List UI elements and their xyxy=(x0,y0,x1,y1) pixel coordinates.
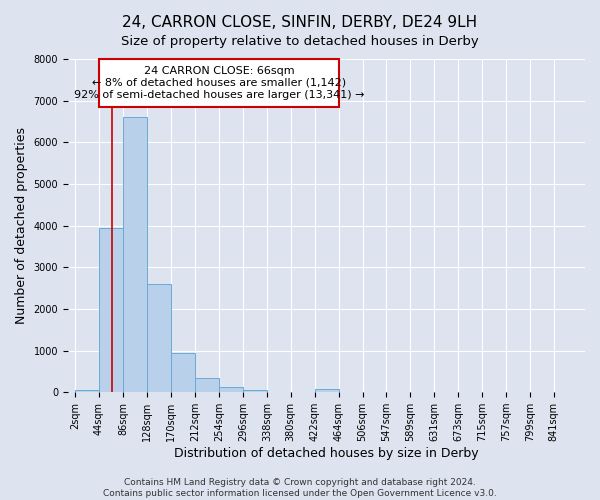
Bar xyxy=(315,389,339,392)
Bar xyxy=(123,118,147,392)
FancyBboxPatch shape xyxy=(99,59,339,107)
Text: Size of property relative to detached houses in Derby: Size of property relative to detached ho… xyxy=(121,35,479,48)
Bar xyxy=(99,228,123,392)
Bar xyxy=(75,390,99,392)
Text: 24 CARRON CLOSE: 66sqm
← 8% of detached houses are smaller (1,142)
92% of semi-d: 24 CARRON CLOSE: 66sqm ← 8% of detached … xyxy=(74,66,364,100)
Y-axis label: Number of detached properties: Number of detached properties xyxy=(15,127,28,324)
Bar xyxy=(195,378,219,392)
Text: Contains HM Land Registry data © Crown copyright and database right 2024.
Contai: Contains HM Land Registry data © Crown c… xyxy=(103,478,497,498)
Bar xyxy=(171,352,195,392)
Bar xyxy=(243,390,267,392)
X-axis label: Distribution of detached houses by size in Derby: Distribution of detached houses by size … xyxy=(174,447,479,460)
Bar xyxy=(219,387,243,392)
Bar xyxy=(147,284,171,392)
Text: 24, CARRON CLOSE, SINFIN, DERBY, DE24 9LH: 24, CARRON CLOSE, SINFIN, DERBY, DE24 9L… xyxy=(122,15,478,30)
